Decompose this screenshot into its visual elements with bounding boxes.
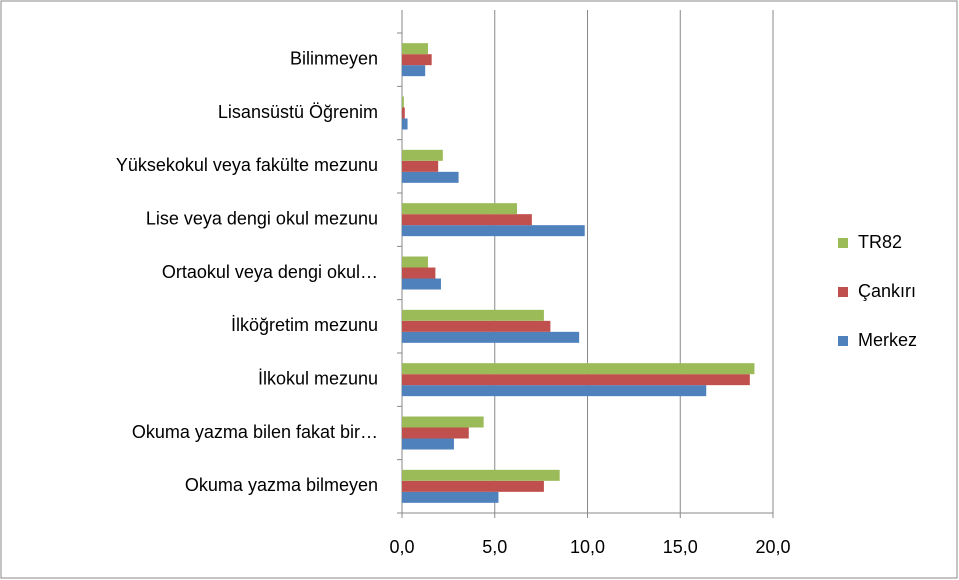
y-tick-label: Okuma yazma bilen fakat bir… xyxy=(132,422,378,442)
y-tick-label: İlkokul mezunu xyxy=(258,368,378,388)
bar xyxy=(402,43,428,55)
legend-label: Çankırı xyxy=(858,281,916,301)
x-tick-label: 5,0 xyxy=(482,537,507,557)
x-tick-label: 10,0 xyxy=(570,537,605,557)
bar xyxy=(402,54,432,66)
x-tick-label: 15,0 xyxy=(663,537,698,557)
legend-swatch xyxy=(838,287,848,297)
y-tick-label: İlköğretim mezunu xyxy=(231,315,378,335)
bar xyxy=(402,469,560,481)
bar xyxy=(402,149,443,161)
bar xyxy=(402,118,408,130)
legend-label: Merkez xyxy=(858,330,917,350)
x-tick-label: 0,0 xyxy=(389,537,414,557)
y-tick-label: Lisansüstü Öğrenim xyxy=(218,102,378,122)
bar xyxy=(402,203,518,215)
bar xyxy=(402,278,441,290)
y-tick-label: Ortaokul veya dengi okul… xyxy=(162,262,378,282)
bar xyxy=(402,331,580,343)
legend-swatch xyxy=(838,238,848,248)
bar xyxy=(402,374,750,386)
bar xyxy=(402,416,484,428)
y-tick-label: Yüksekokul veya fakülte mezunu xyxy=(116,155,378,175)
bar xyxy=(402,214,532,226)
bar xyxy=(402,225,585,237)
bar xyxy=(402,267,436,279)
bar xyxy=(402,438,454,450)
y-tick-label: Lise veya dengi okul mezunu xyxy=(146,208,378,228)
y-tick-label: Bilinmeyen xyxy=(290,48,378,68)
bar xyxy=(402,107,405,119)
legend-label: TR82 xyxy=(858,232,902,252)
bar xyxy=(402,160,439,172)
y-tick-label: Okuma yazma bilmeyen xyxy=(185,475,378,495)
x-tick-label: 20,0 xyxy=(755,537,790,557)
bar xyxy=(402,363,755,375)
bar xyxy=(402,256,428,268)
bar xyxy=(402,427,469,439)
bar xyxy=(402,96,404,108)
legend-swatch xyxy=(838,336,848,346)
bar xyxy=(402,491,499,503)
bar xyxy=(402,480,544,492)
bar xyxy=(402,65,426,77)
bar xyxy=(402,309,544,321)
bar xyxy=(402,385,707,397)
bar xyxy=(402,320,551,332)
bar xyxy=(402,171,459,183)
